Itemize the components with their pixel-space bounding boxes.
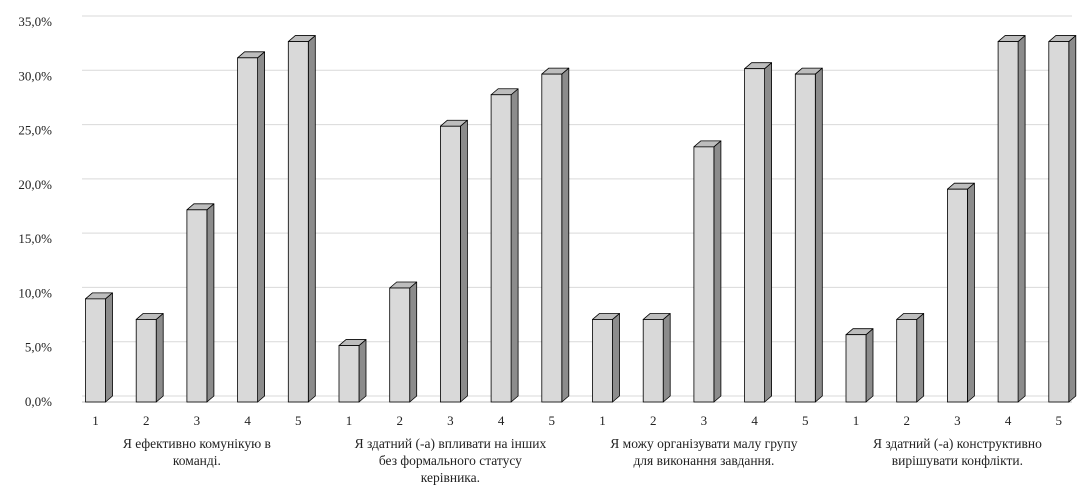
group-label: Я ефективно комунікую в команді. bbox=[123, 436, 271, 468]
group-labels: Я ефективно комунікую в команді. Я здатний… bbox=[123, 436, 1042, 485]
group-label-line: без формального статусу bbox=[379, 453, 522, 468]
bar bbox=[1048, 35, 1077, 403]
group-label: Я здатний (-а) впливати на інших без форм… bbox=[355, 436, 547, 485]
bar bbox=[338, 339, 367, 403]
bar bbox=[490, 88, 519, 403]
bar bbox=[744, 62, 772, 403]
y-tick-label: 25,0% bbox=[18, 123, 52, 138]
y-tick-label: 35,0% bbox=[18, 14, 52, 29]
bar bbox=[389, 281, 418, 403]
bar bbox=[541, 67, 570, 403]
group-label-line: команді. bbox=[173, 453, 221, 468]
x-tick-label: 2 bbox=[396, 413, 403, 428]
x-tick-label: 1 bbox=[599, 413, 606, 428]
bar bbox=[845, 328, 874, 403]
x-tick-label: 4 bbox=[244, 413, 251, 428]
group-label-line: для виконання завдання. bbox=[633, 453, 774, 468]
y-tick-label: 5,0% bbox=[25, 340, 52, 355]
x-tick-label: 5 bbox=[295, 413, 302, 428]
bar bbox=[237, 51, 266, 403]
x-tick-label: 4 bbox=[751, 413, 758, 428]
bar bbox=[439, 119, 468, 403]
x-tick-label: 3 bbox=[194, 413, 201, 428]
x-tick-label: 4 bbox=[1005, 413, 1012, 428]
x-tick-label: 1 bbox=[92, 413, 99, 428]
group-label-line: Я здатний (-а) впливати на інших bbox=[355, 436, 547, 451]
x-tick-label: 1 bbox=[346, 413, 353, 428]
y-axis-tick-labels: 0,0% 5,0% 10,0% 15,0% 20,0% 25,0% 30,0% 35,0% bbox=[18, 14, 52, 409]
x-tick-label: 3 bbox=[447, 413, 454, 428]
x-tick-label: 2 bbox=[903, 413, 910, 428]
group-label-line: Я ефективно комунікую в bbox=[123, 436, 271, 451]
y-tick-label: 15,0% bbox=[18, 231, 52, 246]
group-label-line: Я можу організувати малу групу bbox=[610, 436, 797, 451]
bar bbox=[997, 35, 1026, 403]
bar bbox=[642, 313, 671, 403]
x-tick-label: 2 bbox=[143, 413, 150, 428]
y-tick-label: 0,0% bbox=[25, 394, 52, 409]
bar bbox=[693, 140, 722, 403]
group-label-line: вирішувати конфлікти. bbox=[892, 453, 1023, 468]
x-tick-label: 2 bbox=[650, 413, 657, 428]
bar bbox=[592, 313, 620, 403]
group-label-line: Я здатний (-а) конструктивно bbox=[873, 436, 1042, 451]
y-tick-label: 10,0% bbox=[18, 285, 52, 300]
x-tick-label: 4 bbox=[498, 413, 505, 428]
bars bbox=[85, 35, 1077, 403]
x-tick-label: 1 bbox=[853, 413, 860, 428]
x-axis-tick-labels: 1 2 3 4 5 1 2 3 4 5 1 2 3 4 5 1 2 3 4 5 bbox=[92, 413, 1062, 428]
x-tick-label: 3 bbox=[954, 413, 961, 428]
x-tick-label: 5 bbox=[1056, 413, 1063, 428]
bar bbox=[85, 292, 113, 403]
bar bbox=[186, 203, 215, 403]
bar bbox=[896, 313, 925, 403]
group-label: Я здатний (-а) конструктивно вирішувати к… bbox=[873, 436, 1042, 468]
x-tick-label: 5 bbox=[549, 413, 556, 428]
x-tick-label: 5 bbox=[802, 413, 809, 428]
y-tick-label: 20,0% bbox=[18, 177, 52, 192]
group-label: Я можу організувати малу групу для викона… bbox=[610, 436, 797, 468]
bar bbox=[794, 67, 823, 403]
group-label-line: керівника. bbox=[421, 470, 480, 485]
bar bbox=[135, 313, 164, 403]
bar bbox=[947, 182, 975, 403]
x-tick-label: 3 bbox=[701, 413, 708, 428]
bar bbox=[287, 35, 316, 403]
y-tick-label: 30,0% bbox=[18, 68, 52, 83]
